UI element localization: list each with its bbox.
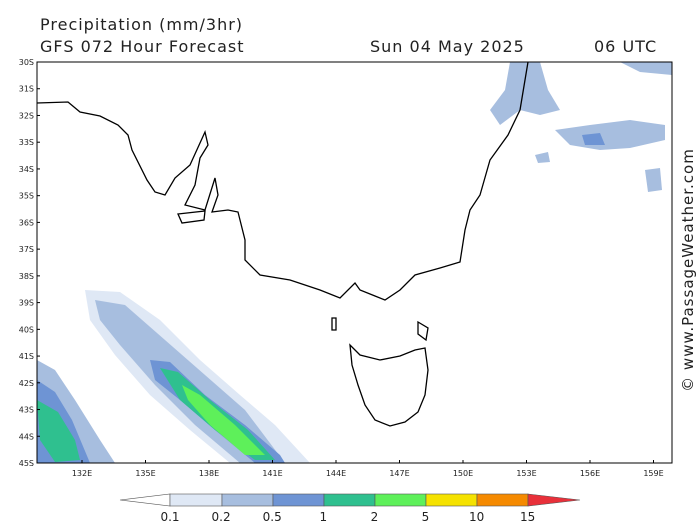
coastline <box>36 61 529 301</box>
lat-label: 35S <box>19 192 34 201</box>
colorbar <box>119 493 581 507</box>
precip <box>37 62 672 463</box>
legend-label: 15 <box>520 510 535 524</box>
lat-label: 44S <box>19 432 34 441</box>
lat-label: 43S <box>19 406 34 415</box>
legend-label: 0.2 <box>212 510 231 524</box>
title: Precipitation (mm/3hr) <box>40 15 243 34</box>
flinders-island <box>417 320 429 342</box>
legend-label: 0.1 <box>160 510 179 524</box>
time: 06 UTC <box>594 37 657 56</box>
legend-label: 2 <box>371 510 379 524</box>
lat-label: 31S <box>19 85 34 94</box>
lon-label: 135E <box>135 469 155 478</box>
lon-label: 150E <box>453 469 473 478</box>
lat-label: 33S <box>19 138 34 147</box>
tasmania <box>349 343 429 427</box>
watermark: © www.PassageWeather.com <box>679 148 697 392</box>
legend-label: 10 <box>469 510 484 524</box>
lon-label: 138E <box>199 469 219 478</box>
lat-label: 38S <box>19 272 34 281</box>
lat-label: 36S <box>19 218 34 227</box>
map-frame <box>36 61 673 464</box>
lon-label: 156E <box>580 469 600 478</box>
model: GFS 072 Hour Forecast <box>40 37 245 56</box>
king-island <box>331 317 337 331</box>
lat-label: 37S <box>19 245 34 254</box>
lon-label: 144E <box>326 469 346 478</box>
lat-label: 39S <box>19 299 34 308</box>
lat-label: 41S <box>19 352 34 361</box>
legend-label: 0.5 <box>263 510 282 524</box>
lat-label: 40S <box>19 325 34 334</box>
lat-label: 34S <box>19 165 34 174</box>
legend-label: 5 <box>422 510 430 524</box>
lat-label: 32S <box>19 111 34 120</box>
lat-label: 42S <box>19 379 34 388</box>
lon-label: 159E <box>643 469 663 478</box>
legend-label: 1 <box>319 510 327 524</box>
map <box>36 61 673 464</box>
lon-label: 141E <box>262 469 282 478</box>
lat-label: 45S <box>19 459 34 468</box>
lat-label: 30S <box>19 58 34 67</box>
date: Sun 04 May 2025 <box>370 37 525 56</box>
lon-label: 153E <box>516 469 536 478</box>
lon-label: 132E <box>72 469 92 478</box>
lon-label: 147E <box>389 469 409 478</box>
kangaroo-island <box>177 210 206 224</box>
